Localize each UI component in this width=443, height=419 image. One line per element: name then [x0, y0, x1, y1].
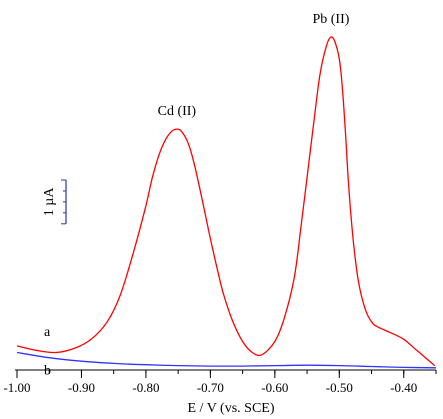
x-axis: -1.00 -0.90 -0.80 -0.70 -0.60 -0.50 -0.40 [3, 369, 437, 395]
x-tick-label: -0.80 [132, 380, 159, 395]
scale-bar-label: 1 µA [42, 187, 57, 217]
peak-label: Cd (II) [158, 104, 197, 119]
peak-label: Pb (II) [312, 12, 349, 27]
series-group: ab [16, 36, 437, 378]
series-line-a [16, 36, 436, 367]
series-line-b [16, 351, 437, 369]
x-tick-label: -1.00 [3, 380, 30, 395]
series-label-b: b [44, 363, 51, 378]
x-tick-label: -0.40 [390, 380, 417, 395]
x-tick-label: -0.90 [68, 380, 95, 395]
x-tick-label: -0.60 [261, 380, 288, 395]
x-tick-label: -0.70 [197, 380, 224, 395]
x-tick-label: -0.50 [326, 380, 353, 395]
x-axis-title: E / V (vs. SCE) [188, 401, 275, 416]
scale-bar: 1 µA [42, 179, 67, 225]
series-label-a: a [44, 325, 51, 340]
annotations: Cd (II) Pb (II) [158, 12, 350, 119]
